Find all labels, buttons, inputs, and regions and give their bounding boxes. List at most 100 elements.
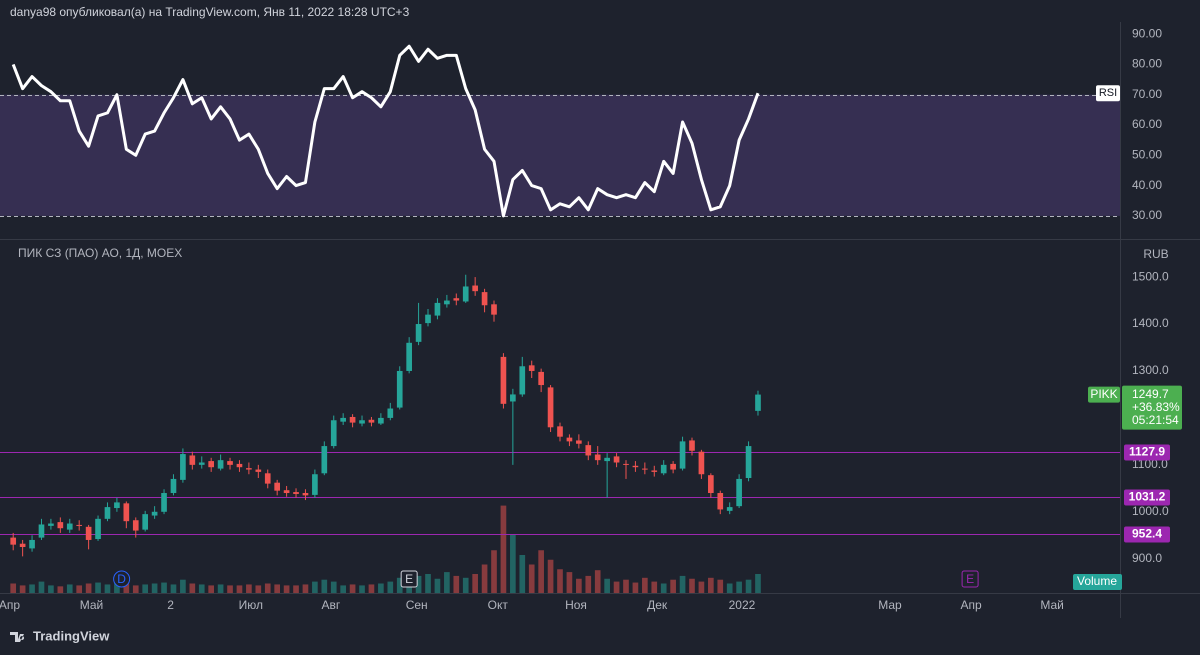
- volume-bar: [736, 581, 742, 593]
- candle-body: [745, 446, 752, 478]
- candle-body: [57, 522, 64, 529]
- y-tick-label: 50.00: [1132, 147, 1162, 161]
- candle-body: [547, 387, 554, 428]
- candle-body: [736, 478, 742, 507]
- candle-body: [189, 455, 196, 465]
- volume-bar: [576, 578, 582, 593]
- rsi-band: [0, 94, 1120, 216]
- volume-bar: [481, 564, 488, 593]
- volume-bar: [642, 577, 648, 593]
- volume-bar: [85, 583, 92, 593]
- candle-body: [274, 482, 280, 491]
- volume-bar: [227, 585, 233, 593]
- volume-bar: [434, 578, 441, 593]
- candle-body: [10, 537, 17, 545]
- ticker: PIKK: [1090, 387, 1117, 401]
- volume-bar: [321, 579, 328, 593]
- candle-body: [236, 463, 243, 468]
- volume-bar: [236, 585, 243, 593]
- candle-body: [321, 446, 328, 474]
- volume-bar: [538, 550, 544, 593]
- volume-bar: [670, 579, 676, 593]
- candle-body: [500, 356, 507, 404]
- event-label: E: [405, 572, 413, 586]
- volume-bar: [415, 575, 422, 593]
- volume-bar: [48, 585, 54, 593]
- candle-body: [293, 492, 299, 494]
- y-tick-label: 1300.0: [1132, 363, 1169, 377]
- volume-bar: [274, 584, 280, 593]
- volume-bar: [623, 579, 629, 593]
- volume-bar: [453, 575, 460, 593]
- volume-bar: [368, 584, 375, 593]
- level-label: 1031.2: [1129, 490, 1166, 504]
- candle-body: [161, 493, 167, 512]
- volume-bar: [29, 584, 35, 593]
- volume-tag: [1073, 574, 1122, 590]
- candle-body: [38, 524, 45, 538]
- candle-body: [670, 463, 676, 470]
- x-tick-label: Май: [80, 598, 104, 612]
- volume-bar: [330, 581, 337, 593]
- volume-bar: [745, 579, 752, 593]
- candle-body: [48, 523, 54, 526]
- candle-body: [142, 514, 149, 530]
- volume-bar: [302, 584, 309, 593]
- volume-bar: [425, 574, 431, 593]
- volume-bar: [698, 581, 705, 593]
- volume-bar: [264, 583, 271, 593]
- y-tick-label: 1000.0: [1132, 504, 1169, 518]
- volume-bar: [557, 569, 563, 593]
- volume-bar: [519, 555, 526, 593]
- candle-body: [453, 298, 460, 301]
- candle-body: [415, 324, 422, 342]
- candle-body: [170, 478, 177, 494]
- volume-bar: [10, 583, 17, 593]
- volume-bar: [444, 572, 450, 593]
- y-tick-label: 30.00: [1132, 208, 1162, 222]
- candle-body: [698, 451, 705, 475]
- candle-body: [444, 300, 450, 305]
- volume-bar: [378, 583, 384, 593]
- volume-bar: [66, 584, 73, 593]
- volume-bar: [613, 581, 620, 593]
- candle-body: [378, 417, 384, 424]
- x-tick-label: Авг: [322, 598, 341, 612]
- y-tick-label: 1400.0: [1132, 316, 1169, 330]
- volume-bar: [462, 577, 469, 593]
- y-tick-label: 1500.0: [1132, 269, 1169, 283]
- volume-bar: [217, 584, 224, 593]
- candle-body: [434, 302, 441, 316]
- candle-body: [481, 292, 488, 306]
- volume-bar: [95, 582, 101, 593]
- volume-bar: [585, 575, 592, 593]
- volume-bar: [312, 581, 318, 593]
- volume-bar: [104, 584, 111, 593]
- candle-body: [519, 366, 526, 395]
- volume-bar: [132, 585, 139, 593]
- candle-body: [66, 523, 73, 530]
- event-marker: [961, 570, 979, 588]
- x-tick-label: Апр: [960, 598, 982, 612]
- y-tick-label: 70.00: [1132, 87, 1162, 101]
- last-price: 1249.7: [1132, 387, 1169, 401]
- volume-bar: [189, 583, 196, 593]
- candle-body: [180, 454, 186, 480]
- volume-bar: [340, 585, 346, 593]
- volume-bar: [19, 585, 26, 593]
- last-change: +36.83%: [1132, 400, 1180, 414]
- candle-body: [528, 365, 535, 371]
- candle-body: [651, 470, 658, 472]
- candle-body: [510, 394, 516, 402]
- volume-bar: [717, 579, 724, 593]
- candle-body: [576, 440, 582, 444]
- candle-body: [632, 465, 639, 468]
- candle-body: [283, 490, 290, 494]
- candle-body: [340, 417, 346, 422]
- candle-body: [387, 408, 394, 418]
- candle-body: [29, 539, 35, 549]
- volume-bar: [180, 579, 186, 593]
- y-tick-label: 900.0: [1132, 551, 1162, 565]
